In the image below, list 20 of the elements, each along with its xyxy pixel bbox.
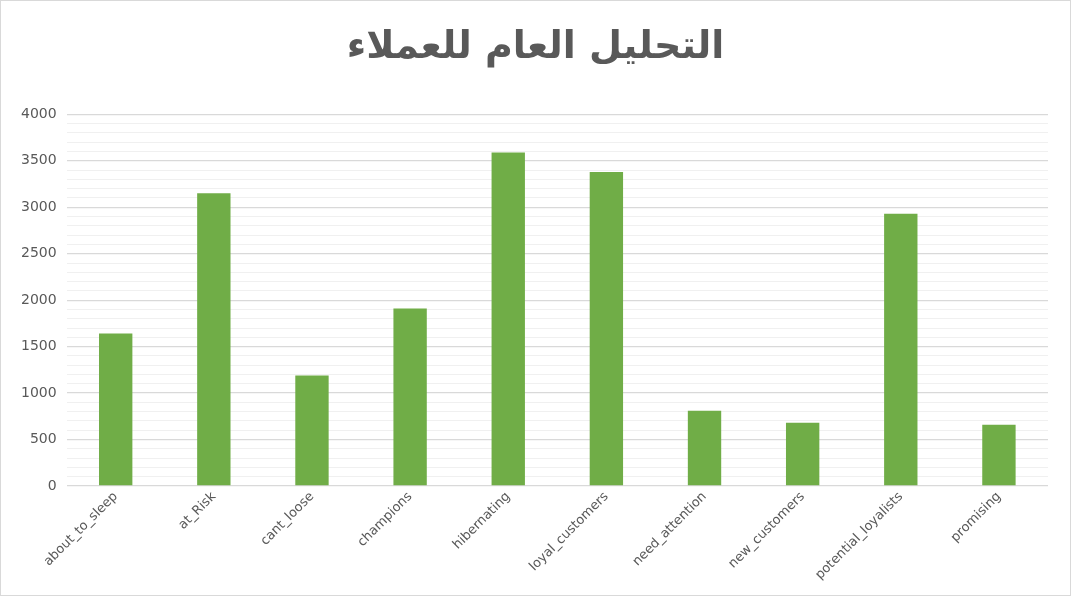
- y-tick-label: 3500: [20, 151, 57, 168]
- y-tick-label: 3000: [20, 197, 57, 214]
- y-tick-label: 2500: [20, 244, 57, 261]
- bar: [589, 171, 624, 486]
- bar: [491, 152, 525, 486]
- y-tick-label: 1000: [20, 383, 57, 400]
- bar: [197, 193, 231, 486]
- chart-title: التحليل العام للعملاء: [345, 23, 726, 67]
- y-tick-label: 4000: [20, 105, 57, 122]
- bar: [982, 424, 1016, 486]
- y-tick-label: 500: [29, 430, 57, 447]
- y-tick-label: 1500: [20, 337, 57, 354]
- bar: [884, 213, 918, 486]
- y-tick-label: 0: [47, 476, 57, 493]
- y-tick-label: 2000: [20, 290, 57, 307]
- bar: [785, 422, 820, 486]
- bar: [295, 375, 329, 486]
- bar: [687, 410, 722, 486]
- bar: [393, 308, 427, 486]
- bar: [99, 333, 133, 486]
